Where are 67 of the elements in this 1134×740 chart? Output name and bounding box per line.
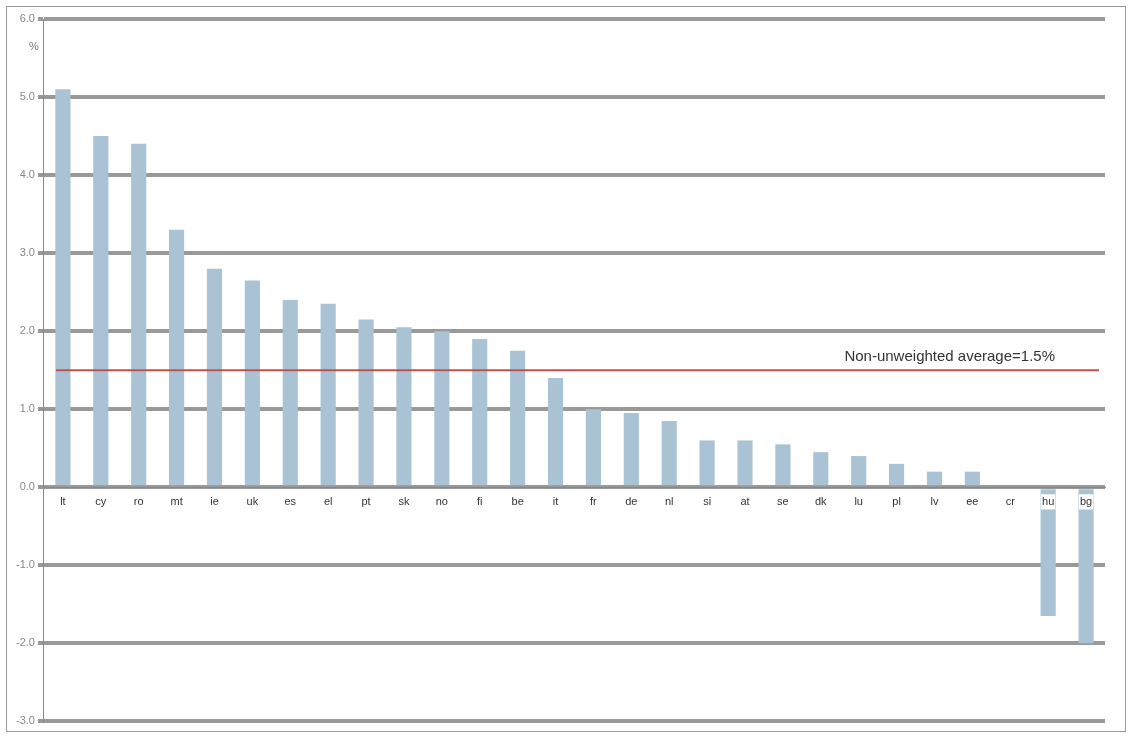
x-tick-label: lv bbox=[930, 494, 939, 507]
y-tick-label: -3.0 bbox=[15, 714, 35, 727]
x-tick-label: pl bbox=[892, 494, 901, 507]
x-tick-label: no bbox=[435, 494, 448, 507]
bar bbox=[206, 268, 223, 486]
bar bbox=[775, 444, 791, 486]
y-tick-label: 6.0 bbox=[19, 12, 35, 25]
bar bbox=[547, 378, 564, 486]
bar bbox=[510, 350, 526, 486]
x-tick-label: fi bbox=[476, 494, 483, 507]
bar bbox=[661, 420, 677, 486]
x-tick-label: be bbox=[511, 494, 524, 507]
bar bbox=[282, 299, 298, 486]
x-tick-label: lt bbox=[60, 494, 66, 507]
bar bbox=[93, 136, 109, 486]
bar bbox=[585, 409, 601, 486]
y-tick-label: -1.0 bbox=[15, 558, 35, 571]
bar bbox=[131, 143, 147, 486]
bar bbox=[889, 463, 905, 486]
x-tick-label: si bbox=[703, 494, 712, 507]
bar bbox=[434, 331, 450, 486]
bar bbox=[926, 471, 943, 486]
x-tick-label: cy bbox=[95, 494, 107, 507]
bar bbox=[737, 440, 753, 486]
bar bbox=[699, 440, 715, 486]
x-tick-label: ro bbox=[133, 494, 144, 507]
bar bbox=[472, 338, 488, 486]
bar bbox=[623, 413, 639, 486]
bar bbox=[55, 89, 71, 486]
x-tick-label: fr bbox=[590, 494, 598, 507]
y-tick-label: 3.0 bbox=[19, 246, 35, 259]
x-tick-label: el bbox=[323, 494, 333, 507]
x-tick-label: ie bbox=[210, 494, 219, 507]
y-tick-label: 5.0 bbox=[19, 90, 35, 103]
bar bbox=[964, 471, 980, 486]
y-tick-label: 1.0 bbox=[19, 402, 35, 415]
bar bbox=[1040, 489, 1056, 617]
x-tick-label: cr bbox=[1005, 494, 1016, 507]
bar bbox=[244, 280, 260, 486]
bar bbox=[851, 456, 867, 486]
y-axis-title: % bbox=[29, 40, 40, 53]
x-tick-label: es bbox=[284, 494, 297, 507]
x-tick-label: se bbox=[777, 494, 789, 507]
y-tick-label: 0.0 bbox=[19, 480, 35, 493]
x-tick-label: nl bbox=[664, 494, 674, 507]
x-tick-label: ee bbox=[966, 494, 979, 507]
x-tick-label: lu bbox=[854, 494, 863, 507]
bar bbox=[396, 327, 412, 486]
y-tick-label: -2.0 bbox=[15, 636, 35, 649]
bar bbox=[320, 303, 336, 486]
bar bbox=[358, 319, 374, 486]
bar bbox=[1078, 489, 1094, 644]
x-tick-label: pt bbox=[361, 494, 371, 507]
x-tick-label: bg bbox=[1079, 494, 1093, 507]
y-tick-label: 2.0 bbox=[19, 324, 35, 337]
bar bbox=[169, 229, 185, 486]
ref-line-label: Non-unweighted average=1.5% bbox=[844, 346, 1055, 364]
x-tick-label: at bbox=[740, 494, 750, 507]
x-tick-label: mt bbox=[170, 494, 183, 507]
bar bbox=[813, 452, 829, 486]
x-tick-label: uk bbox=[246, 494, 259, 507]
x-tick-label: dk bbox=[814, 494, 828, 507]
y-tick-label: 4.0 bbox=[19, 168, 35, 181]
x-tick-label: sk bbox=[398, 494, 410, 507]
x-tick-label: hu bbox=[1042, 494, 1055, 507]
x-tick-label: de bbox=[625, 494, 638, 507]
x-tick-label: it bbox=[552, 494, 559, 507]
